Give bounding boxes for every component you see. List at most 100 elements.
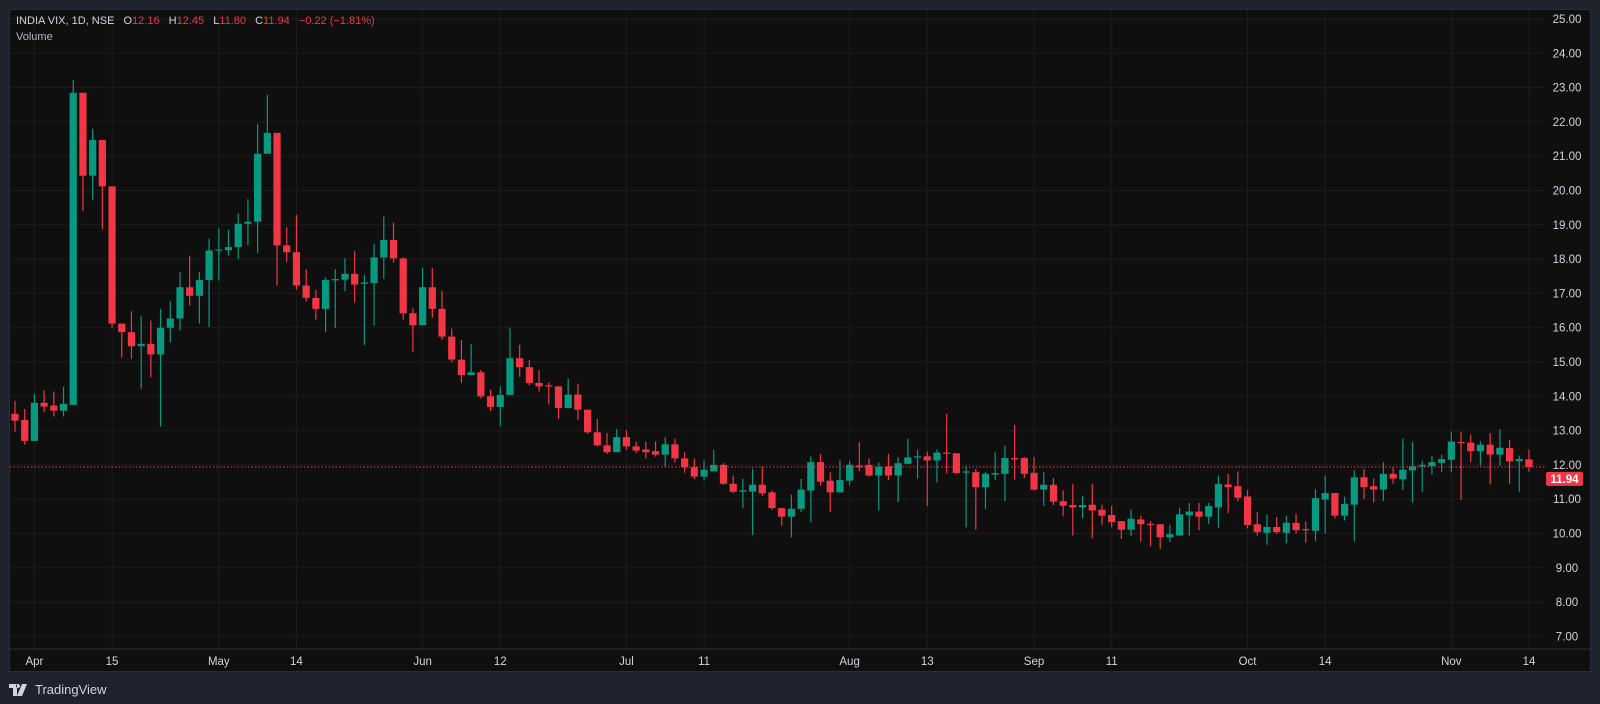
candle-body xyxy=(1253,524,1261,533)
candle-up xyxy=(1205,502,1213,524)
candle-up xyxy=(787,494,795,538)
tradingview-branding[interactable]: TradingView xyxy=(9,682,107,697)
candle-down xyxy=(535,369,543,392)
candle-body xyxy=(186,287,194,296)
candle-down xyxy=(855,442,863,472)
candle-body xyxy=(1321,493,1329,500)
candle-body xyxy=(1408,466,1417,471)
candle-down xyxy=(1020,457,1028,479)
candle-up xyxy=(1263,514,1271,545)
candle-down xyxy=(1525,449,1533,472)
candle-body xyxy=(1156,524,1164,538)
candle-body xyxy=(477,372,485,397)
candle-body xyxy=(1418,464,1426,467)
candle-body xyxy=(1001,458,1009,474)
candle-down xyxy=(1117,521,1125,539)
candle-down xyxy=(865,458,873,477)
candle-up xyxy=(739,478,747,509)
candle-body xyxy=(1438,459,1446,463)
candle-up xyxy=(1340,496,1349,521)
candle-body xyxy=(613,437,621,453)
candle-down xyxy=(79,92,87,212)
candle-body xyxy=(516,358,524,368)
candle-down xyxy=(1234,471,1242,502)
candle-body xyxy=(176,287,184,319)
candle-up xyxy=(370,243,378,326)
candle-down xyxy=(127,311,136,359)
candle-body xyxy=(991,473,999,475)
candle-up xyxy=(904,438,912,464)
low-value: 11.80 xyxy=(219,15,247,27)
candle-body xyxy=(1496,447,1504,455)
candle-down xyxy=(409,308,417,352)
candle-body xyxy=(1428,462,1436,467)
candle-body xyxy=(846,464,854,481)
candle-up xyxy=(419,268,427,326)
candle-body xyxy=(321,280,330,309)
candle-body xyxy=(98,140,106,187)
candle-up xyxy=(59,386,68,417)
candle-down xyxy=(1253,512,1261,536)
candle-body xyxy=(244,221,252,224)
candle-down xyxy=(1195,502,1203,531)
candle-body xyxy=(1078,505,1087,508)
candle-up xyxy=(836,460,844,493)
candle-up xyxy=(661,437,669,467)
candle-body xyxy=(147,343,155,355)
symbol-title: INDIA VIX, 1D, NSE xyxy=(16,15,115,27)
candle-up xyxy=(933,449,941,483)
candle-body xyxy=(1020,458,1028,474)
candle-body xyxy=(69,92,77,405)
time-tick-label: Sep xyxy=(1024,656,1044,668)
candle-body xyxy=(79,92,87,176)
candle-up xyxy=(797,478,805,512)
candle-down xyxy=(1069,483,1077,536)
tradingview-logo-icon xyxy=(9,683,27,696)
price-tick-label: 10.00 xyxy=(1553,529,1582,541)
candle-up xyxy=(176,272,184,331)
price-tick-label: 15.00 xyxy=(1553,357,1582,369)
candle-body xyxy=(428,287,436,309)
time-tick-label: 11 xyxy=(1106,656,1118,668)
candle-down xyxy=(1030,457,1038,491)
candle-up xyxy=(1001,445,1009,502)
candle-up xyxy=(360,274,368,345)
volume-indicator-label[interactable]: Volume xyxy=(16,31,53,43)
candle-body xyxy=(1350,477,1358,505)
candle-down xyxy=(1389,466,1397,484)
candle-up xyxy=(331,269,339,329)
time-tick-label: Aug xyxy=(839,656,859,668)
candle-body xyxy=(389,239,398,259)
candle-body xyxy=(40,402,48,407)
candle-down xyxy=(1059,490,1067,517)
candle-body xyxy=(593,432,601,446)
price-axis[interactable]: 25.00 24.00 23.00 22.00 21.00 20.00 19.00 18.00… xyxy=(1553,14,1582,643)
candle-down xyxy=(283,227,291,262)
candle-body xyxy=(312,297,320,309)
candle-down xyxy=(1486,433,1494,485)
symbol-legend[interactable]: INDIA VIX, 1D, NSE O12.16 H12.45 L11.80 … xyxy=(16,15,375,27)
candle-up xyxy=(875,462,883,511)
candle-body xyxy=(1515,459,1523,462)
chart-panel[interactable] xyxy=(9,9,1591,672)
candle-body xyxy=(1049,484,1058,502)
time-axis[interactable]: Apr 15 May 14 Jun 12 Jul 11 Aug 13 Sep 11 Oct 14 Nov 14 xyxy=(10,648,1590,668)
time-tick-label: Jul xyxy=(619,656,634,668)
candle-body xyxy=(292,252,301,286)
candle-body xyxy=(224,247,233,251)
candle-body xyxy=(719,464,728,484)
candle-up xyxy=(1214,475,1223,528)
candle-up xyxy=(1166,524,1174,543)
candle-body xyxy=(1447,441,1455,460)
candle-body xyxy=(797,489,805,509)
candle-body xyxy=(1234,486,1242,498)
candle-body xyxy=(913,456,922,458)
candle-down xyxy=(1088,483,1096,539)
candle-down xyxy=(768,490,776,510)
candle-up xyxy=(1078,496,1087,519)
candle-down xyxy=(98,140,106,229)
candle-down xyxy=(884,453,893,480)
candle-body xyxy=(254,153,262,222)
time-tick-label: 13 xyxy=(921,656,934,668)
